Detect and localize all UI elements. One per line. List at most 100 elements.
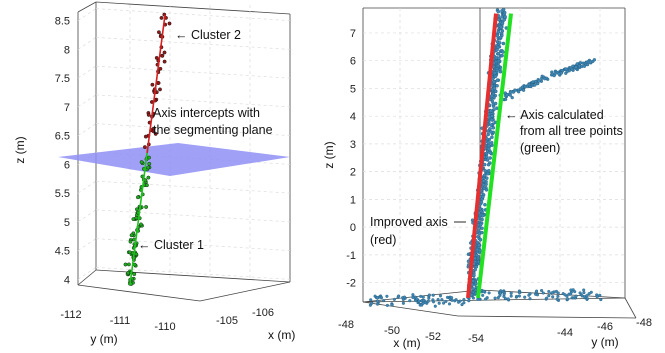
right-point [563,293,567,297]
right-point [481,293,485,297]
left-z-tick: 5 [64,217,70,229]
right-point [421,301,425,305]
right-point [552,73,556,78]
left-x-tick: -105 [216,315,238,327]
right-point [483,202,487,207]
right-point [411,295,415,299]
right-point [566,297,570,301]
right-point [438,294,443,298]
right-point [497,56,501,61]
right-point [488,150,493,155]
right-point [599,298,603,302]
right-point [509,294,513,298]
right-point [533,83,537,87]
right-point [482,289,486,293]
right-point [589,290,593,294]
left-point [135,195,140,200]
right-point [578,61,583,65]
right-point [489,140,494,145]
right-point [486,132,490,137]
right-x-tick: -54 [468,333,484,345]
right-point [488,109,493,113]
right-point [497,17,501,22]
right-x-tick: -50 [384,325,400,337]
left-axis-line [146,14,166,153]
right-point [575,62,579,66]
right-point [582,288,586,292]
right-point [555,297,559,301]
right-point [556,291,560,295]
right-point [385,303,389,307]
right-point [492,71,497,75]
left-point [156,81,161,85]
left-point [146,175,151,180]
right-point [523,84,527,89]
right-point [485,296,489,300]
right-point [376,299,380,303]
right-point [508,93,512,97]
right-point [543,77,547,81]
left-gridline [77,8,97,21]
right-point [587,292,591,296]
left-point [132,272,137,276]
right-point [480,217,484,222]
right-point [531,80,535,84]
left-z-tick: 4 [64,274,70,286]
left-z-ticks: 4 4.5 5 5.5 6 6.5 7 7.5 8 8.5 [55,16,70,287]
right-point [568,292,573,296]
right-point [481,195,485,199]
right-point [500,53,504,58]
right-point [489,118,494,122]
right-point [509,291,513,295]
cluster2-annotation: ← Cluster 2 [175,28,241,42]
left-point [134,252,139,257]
right-point [527,82,531,87]
right-point [496,51,501,56]
left-z-axis-label: z (m) [13,136,27,163]
left-point [134,215,139,220]
right-point [472,273,476,278]
left-z-tick: 7.5 [55,73,70,85]
right-point [501,41,506,46]
right-point [490,135,494,139]
left-point [143,134,148,139]
right-point [533,79,538,84]
right-point [456,300,461,304]
right-point [517,291,521,295]
right-point [433,304,437,308]
right-point [489,130,493,134]
right-point [536,81,540,86]
right-point [478,237,483,242]
right-point [401,297,405,302]
left-x-ticks: -105 -106 [216,307,274,327]
left-point [129,233,134,238]
right-point [516,90,521,94]
left-z-tick: 7 [64,102,70,114]
right-points [368,7,603,308]
left-gridline [77,123,97,136]
green-axis-annotation-line3: (green) [520,141,560,155]
right-point [479,200,484,204]
right-axis-line [476,13,513,299]
right-point [379,296,384,300]
left-point [162,50,167,55]
right-point [503,97,508,102]
left-gridline [77,94,97,108]
left-gridline [77,238,97,251]
right-point [475,247,480,252]
left-point [150,82,155,87]
green-axis-annotation-line2: from all tree points [520,124,623,138]
left-point [159,15,164,20]
intercept-annotation-line2: the segmenting plane [153,123,273,137]
left-point [128,239,133,244]
right-point [485,176,489,180]
left-z-tick: 5.5 [55,188,70,200]
right-z-tick: -2 [346,278,356,290]
right-point [556,294,560,298]
right-point [401,301,405,305]
left-point [167,21,172,26]
right-y-tick: -48 [636,317,652,329]
right-point [370,301,374,305]
right-point [408,299,412,303]
